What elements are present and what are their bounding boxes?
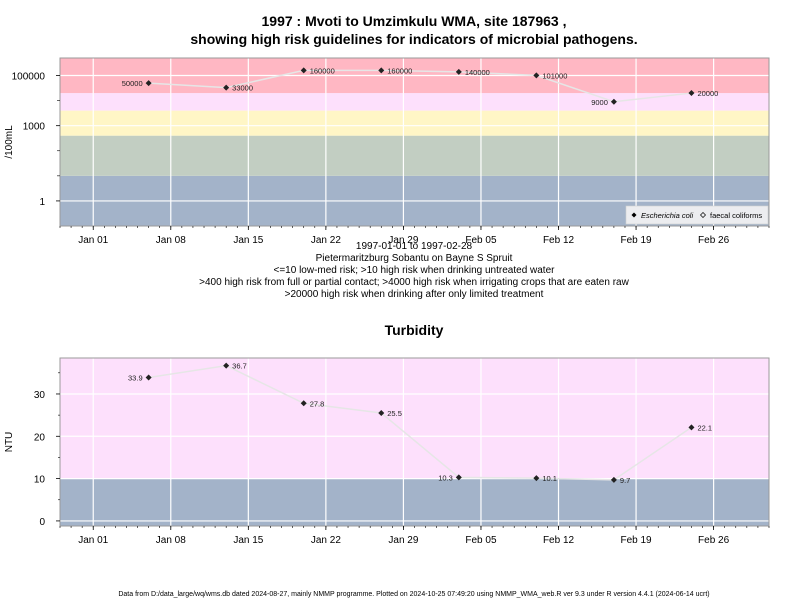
risk-band-1 [60, 358, 769, 479]
data-point [688, 90, 695, 97]
data-label: 10.3 [438, 473, 453, 482]
series-line [148, 364, 692, 481]
x-tick-label: Feb 05 [465, 535, 497, 546]
data-point [300, 67, 307, 74]
data-label: 22.1 [697, 423, 712, 432]
y-tick-label: 100000 [12, 72, 46, 83]
caption-line-1: 1997-01-01 to 1997-02-28 [356, 241, 473, 252]
y-axis: 0 10 20 30 [34, 372, 60, 528]
risk-band-0 [60, 478, 769, 526]
series-line-0 [148, 364, 692, 481]
risk-bands [60, 358, 769, 526]
caption: 1997-01-01 to 1997-02-28 Pietermaritzbur… [199, 241, 629, 300]
data-label: 20000 [697, 89, 718, 98]
data-label: 140000 [465, 68, 490, 77]
microbial-chart: 1997 : Mvoti to Umzimkulu WMA, site 1879… [4, 13, 770, 300]
data-labels: 33.9 36.7 27.8 25.5 10.3 10.1 9.7 22.1 [128, 362, 712, 485]
y-tick-label: 20 [34, 432, 46, 443]
x-tick-label: Jan 01 [78, 235, 108, 246]
x-tick-label: Feb 19 [620, 235, 652, 246]
series-line-0 [148, 69, 692, 103]
x-tick-label: Jan 15 [233, 535, 263, 546]
data-label: 160000 [310, 66, 335, 75]
data-label: 9.7 [620, 476, 630, 485]
data-label: 10.1 [542, 474, 557, 483]
y-tick-label: 0 [39, 517, 45, 528]
x-tick-label: Feb 05 [465, 235, 497, 246]
data-point [223, 362, 230, 369]
caption-line-3: <=10 low-med risk; >10 high risk when dr… [274, 265, 556, 276]
data-label: 160000 [387, 66, 412, 75]
data-label: 101000 [542, 71, 567, 80]
legend-faecal-label: faecal coliforms [710, 211, 762, 220]
grid-lines [60, 358, 769, 526]
data-points [145, 67, 695, 105]
data-label: 50000 [122, 79, 143, 88]
x-tick-label: Jan 08 [156, 235, 186, 246]
data-label: 9000 [591, 98, 608, 107]
x-tick-label: Feb 12 [543, 535, 575, 546]
data-label: 33000 [232, 84, 253, 93]
data-points [145, 362, 695, 483]
data-labels: 50000 33000 160000 160000 140000 101000 9000 20… [122, 66, 719, 106]
x-axis: Jan 01 Jan 08 Jan 15 Jan 22 Jan 29 Feb 05 Feb … [59, 526, 770, 546]
legend-box [625, 205, 769, 225]
data-point [533, 475, 540, 482]
turbidity-title: Turbidity [385, 322, 444, 338]
x-tick-label: Jan 29 [388, 535, 418, 546]
y-tick-label: 1 [39, 197, 45, 208]
risk-band-2 [60, 110, 769, 136]
data-point [455, 474, 462, 481]
x-tick-label: Jan 15 [233, 235, 263, 246]
x-tick-label: Feb 26 [698, 535, 730, 546]
footer-note: Data from D:/data_large/wq/wms.db dated … [118, 591, 709, 598]
data-point [610, 98, 617, 105]
x-tick-label: Jan 22 [311, 535, 341, 546]
chart-title-line-1: 1997 : Mvoti to Umzimkulu WMA, site 1879… [262, 13, 567, 29]
grid-lines [60, 58, 769, 226]
data-point [378, 67, 385, 74]
x-tick-label: Feb 26 [698, 235, 730, 246]
data-point [610, 476, 617, 483]
y-tick-label: 1000 [23, 122, 46, 133]
y-tick-label: 30 [34, 390, 46, 401]
x-tick-label: Jan 08 [156, 535, 186, 546]
data-label: 25.5 [387, 409, 402, 418]
turbidity-chart: Turbidity 33.9 36.7 27.8 25.5 10.3 10.1 9.7 22.… [4, 322, 770, 546]
y-axis-label: /100mL [4, 125, 15, 159]
legend-ecoli-marker [631, 212, 637, 218]
data-label: 36.7 [232, 362, 247, 371]
chart-title-line-2: showing high risk guidelines for indicat… [190, 31, 637, 47]
x-tick-label: Jan 29 [388, 235, 418, 246]
risk-band-3 [60, 93, 769, 111]
x-axis: Jan 01 Jan 08 Jan 15 Jan 22 Jan 29 Feb 05 Feb … [59, 226, 770, 246]
caption-line-2: Pietermaritzburg Sobantu on Bayne S Spru… [316, 253, 513, 264]
risk-band-1 [60, 135, 769, 176]
data-point [300, 400, 307, 407]
legend-faecal-marker [700, 212, 706, 218]
data-point [145, 80, 152, 87]
data-label: 33.9 [128, 373, 143, 382]
x-tick-label: Feb 12 [543, 235, 575, 246]
y-axis-label: NTU [4, 432, 15, 453]
legend-ecoli-label: Escherichia coli [641, 211, 693, 220]
series-line [148, 69, 692, 103]
x-tick-label: Feb 19 [620, 535, 652, 546]
legend: Escherichia coli faecal coliforms [625, 205, 769, 225]
x-tick-label: Jan 22 [311, 235, 341, 246]
x-tick-label: Jan 01 [78, 535, 108, 546]
data-point [223, 84, 230, 91]
data-point [455, 68, 462, 75]
data-label: 27.8 [310, 399, 325, 408]
data-point [145, 374, 152, 381]
data-point [688, 424, 695, 431]
data-point [378, 410, 385, 417]
data-point [533, 72, 540, 79]
y-tick-label: 10 [34, 475, 46, 486]
caption-line-5: >20000 high risk when drinking after onl… [285, 289, 544, 300]
y-axis: 1 1000 100000 [12, 72, 60, 208]
caption-line-4: >400 high risk from full or partial cont… [199, 277, 629, 288]
